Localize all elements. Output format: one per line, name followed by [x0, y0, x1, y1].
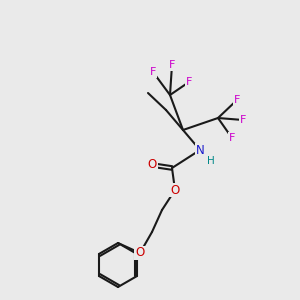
Text: H: H: [207, 156, 215, 166]
Text: O: O: [147, 158, 157, 172]
Text: F: F: [169, 60, 175, 70]
Text: F: F: [186, 77, 192, 87]
Text: N: N: [196, 143, 204, 157]
Text: F: F: [150, 67, 156, 77]
Text: F: F: [240, 115, 246, 125]
Text: F: F: [229, 133, 235, 143]
Text: O: O: [170, 184, 180, 196]
Text: F: F: [234, 95, 240, 105]
Text: O: O: [135, 247, 145, 260]
